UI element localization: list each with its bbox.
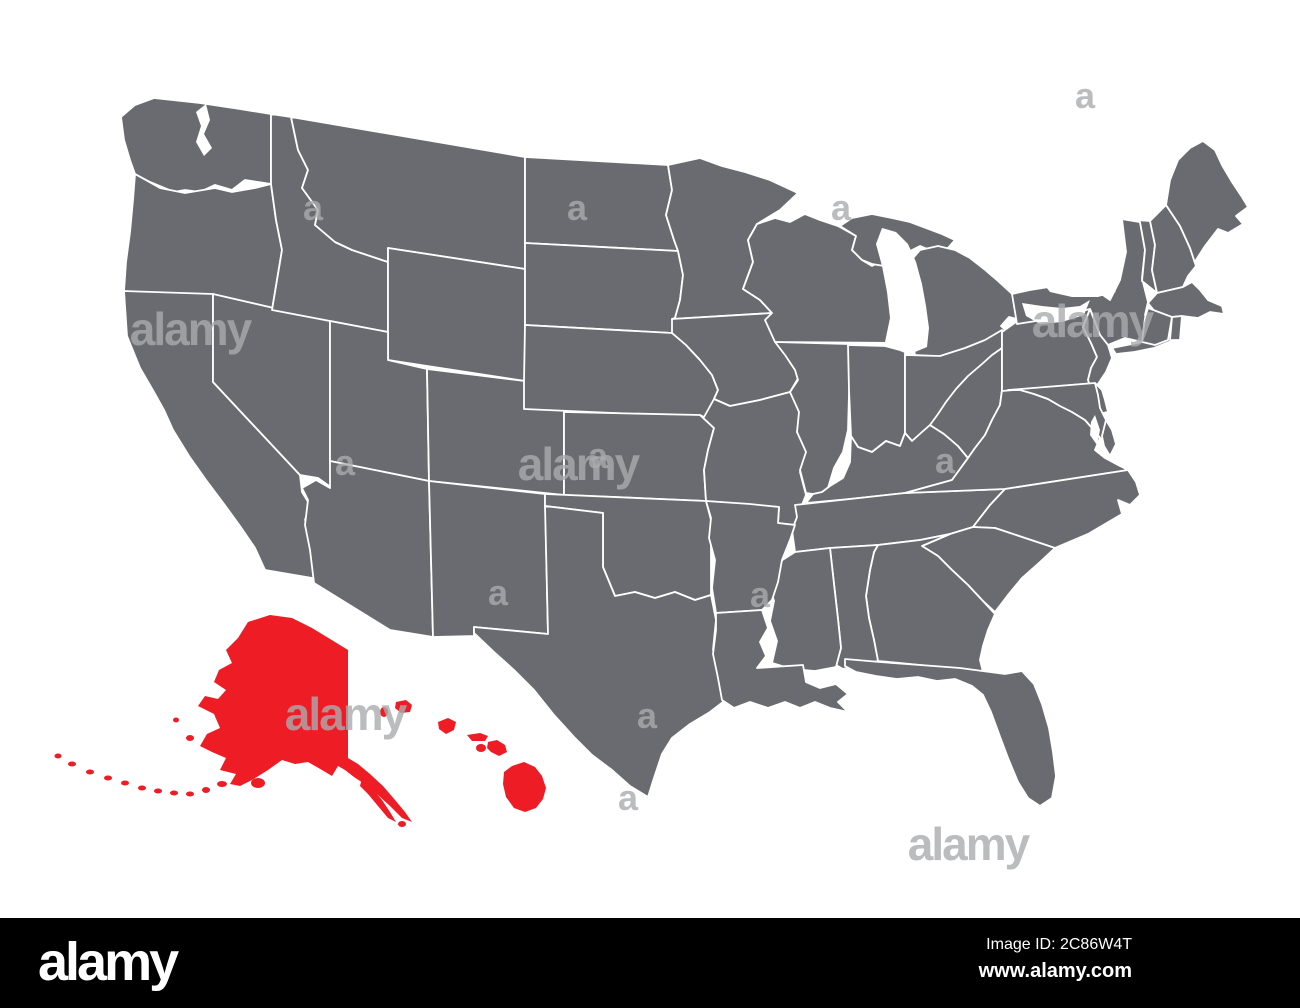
aleutian-island	[104, 775, 112, 781]
watermark-letter: a	[1075, 75, 1096, 116]
hawaii-niihau	[380, 707, 388, 717]
image-id-label: Image ID: 2C86W4T	[986, 936, 1132, 953]
state-maine	[1165, 140, 1249, 267]
alaska-panhandle-island	[398, 821, 406, 827]
watermark-letter: a	[935, 440, 956, 481]
aleutian-island	[68, 761, 76, 767]
attribution-bar: alamy Image ID: 2C86W4T www.alamy.com	[0, 918, 1300, 1008]
watermark-letter: a	[488, 572, 509, 613]
state-rhode-island	[1169, 315, 1183, 341]
state-new-mexico	[428, 480, 549, 638]
state-arkansas	[705, 500, 796, 614]
state-north-dakota	[524, 156, 679, 252]
lake-ontario	[1042, 279, 1116, 297]
alamy-website-link: www.alamy.com	[978, 960, 1132, 982]
state-arizona	[301, 460, 434, 638]
aleutian-island	[202, 787, 210, 793]
hawaii-lanai	[476, 744, 486, 752]
state-florida	[844, 658, 1057, 807]
puget-sound	[196, 104, 212, 156]
aleutian-island	[86, 769, 94, 775]
watermark-letter: a	[831, 187, 852, 228]
state-indiana	[847, 344, 906, 453]
watermark-letter: a	[567, 187, 588, 228]
aleutian-island	[54, 753, 62, 759]
watermark-letter: a	[303, 187, 324, 228]
aleutian-island	[217, 781, 227, 787]
state-oregon	[123, 173, 283, 311]
watermark-text: alamy	[285, 688, 408, 740]
aleutian-island	[170, 790, 178, 796]
alamy-logo: alamy	[38, 932, 179, 992]
chesapeake-bay	[1090, 415, 1100, 445]
states-layer	[120, 97, 1249, 807]
watermark-text: alamy	[908, 818, 1031, 870]
alaska-island	[186, 735, 194, 741]
watermark-text: alamy	[130, 303, 253, 355]
watermark-letter: a	[637, 695, 658, 736]
state-texas	[473, 505, 724, 798]
alaska-island	[173, 717, 179, 723]
watermark-letter: a	[335, 442, 356, 483]
state-delmarva-shore	[1101, 419, 1117, 457]
watermark-text: alamy	[518, 438, 641, 490]
aleutian-island	[121, 780, 129, 786]
watermark-letter: a	[588, 435, 609, 476]
attribution-details: Image ID: 2C86W4T www.alamy.com	[979, 932, 1132, 984]
aleutian-island	[154, 788, 162, 794]
lakes-layer	[196, 104, 1116, 445]
state-hawaii-big-island	[503, 762, 546, 812]
hawaii-maui	[487, 740, 507, 756]
state-south-dakota	[524, 242, 684, 334]
watermark-letter: a	[618, 777, 639, 818]
lake-michigan	[876, 228, 929, 352]
state-missouri	[699, 391, 809, 526]
aleutian-island	[186, 791, 194, 797]
watermark-layer: alamy alamy alamy alamy alamy a a a a a …	[130, 75, 1157, 870]
watermark-letter: a	[750, 574, 771, 615]
watermark-text: alamy	[1032, 295, 1155, 347]
lake-erie	[1022, 300, 1090, 324]
state-washington	[120, 97, 272, 193]
state-wyoming	[387, 247, 526, 382]
hawaii-molokai	[467, 733, 488, 741]
hawaii-kauai	[395, 700, 412, 713]
kodiak-island	[251, 778, 265, 788]
state-illinois	[774, 341, 851, 498]
state-california	[123, 290, 319, 580]
alaska-panhandle-islands	[360, 778, 396, 822]
state-louisiana	[712, 609, 849, 713]
state-alaska	[198, 615, 412, 822]
hawaii-oahu	[438, 718, 456, 734]
aleutian-island	[138, 785, 146, 791]
highlighted-layer	[54, 615, 546, 827]
